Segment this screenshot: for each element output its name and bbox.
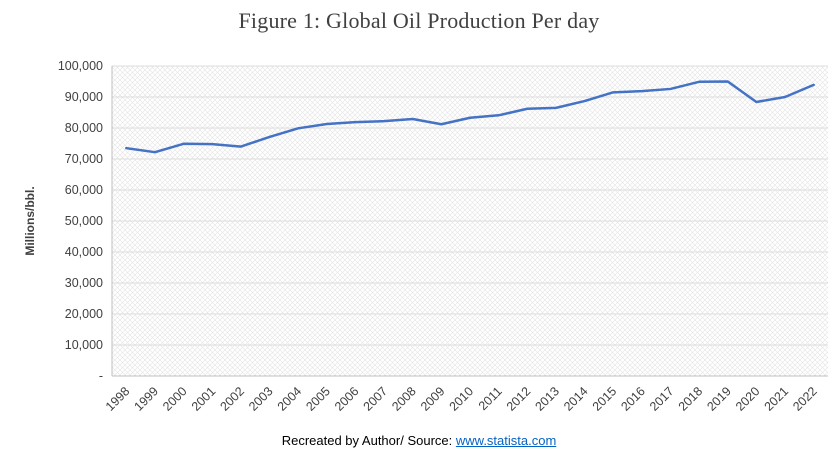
svg-text:2020: 2020	[733, 384, 763, 414]
svg-text:90,000: 90,000	[65, 90, 103, 104]
svg-text:100,000: 100,000	[58, 59, 103, 73]
svg-text:2013: 2013	[532, 384, 562, 414]
svg-text:50,000: 50,000	[65, 214, 103, 228]
svg-text:2011: 2011	[476, 384, 505, 413]
svg-text:2001: 2001	[189, 384, 219, 414]
svg-text:70,000: 70,000	[65, 152, 103, 166]
svg-text:40,000: 40,000	[65, 245, 103, 259]
svg-text:2017: 2017	[647, 384, 677, 414]
svg-text:2002: 2002	[217, 384, 247, 414]
svg-text:2008: 2008	[389, 384, 419, 414]
svg-text:2000: 2000	[160, 384, 190, 414]
y-axis-title: Millions/bbl.	[23, 186, 37, 256]
svg-text:2003: 2003	[246, 384, 276, 414]
svg-text:2016: 2016	[618, 384, 648, 414]
source-caption: Recreated by Author/ Source: www.statist…	[0, 433, 838, 448]
svg-text:2006: 2006	[332, 384, 362, 414]
svg-text:60,000: 60,000	[65, 183, 103, 197]
svg-text:2009: 2009	[418, 384, 448, 414]
svg-text:2018: 2018	[676, 384, 706, 414]
svg-text:2014: 2014	[561, 384, 591, 414]
svg-text:2015: 2015	[590, 384, 620, 414]
chart-title: Figure 1: Global Oil Production Per day	[238, 8, 600, 33]
svg-text:2022: 2022	[790, 384, 820, 414]
svg-text:2004: 2004	[275, 384, 305, 414]
svg-text:80,000: 80,000	[65, 121, 103, 135]
svg-text:2019: 2019	[704, 384, 734, 414]
svg-text:-: -	[99, 369, 103, 383]
svg-text:30,000: 30,000	[65, 276, 103, 290]
svg-text:1998: 1998	[103, 384, 133, 414]
svg-text:1999: 1999	[132, 384, 162, 414]
svg-text:2005: 2005	[303, 384, 333, 414]
svg-text:2010: 2010	[447, 384, 477, 414]
svg-text:10,000: 10,000	[65, 338, 103, 352]
svg-text:2021: 2021	[762, 384, 792, 414]
svg-text:2012: 2012	[504, 384, 534, 414]
svg-text:2007: 2007	[361, 384, 391, 414]
svg-text:20,000: 20,000	[65, 307, 103, 321]
caption-text: Recreated by Author/ Source:	[281, 433, 453, 448]
source-link[interactable]: www.statista.com	[455, 433, 557, 448]
